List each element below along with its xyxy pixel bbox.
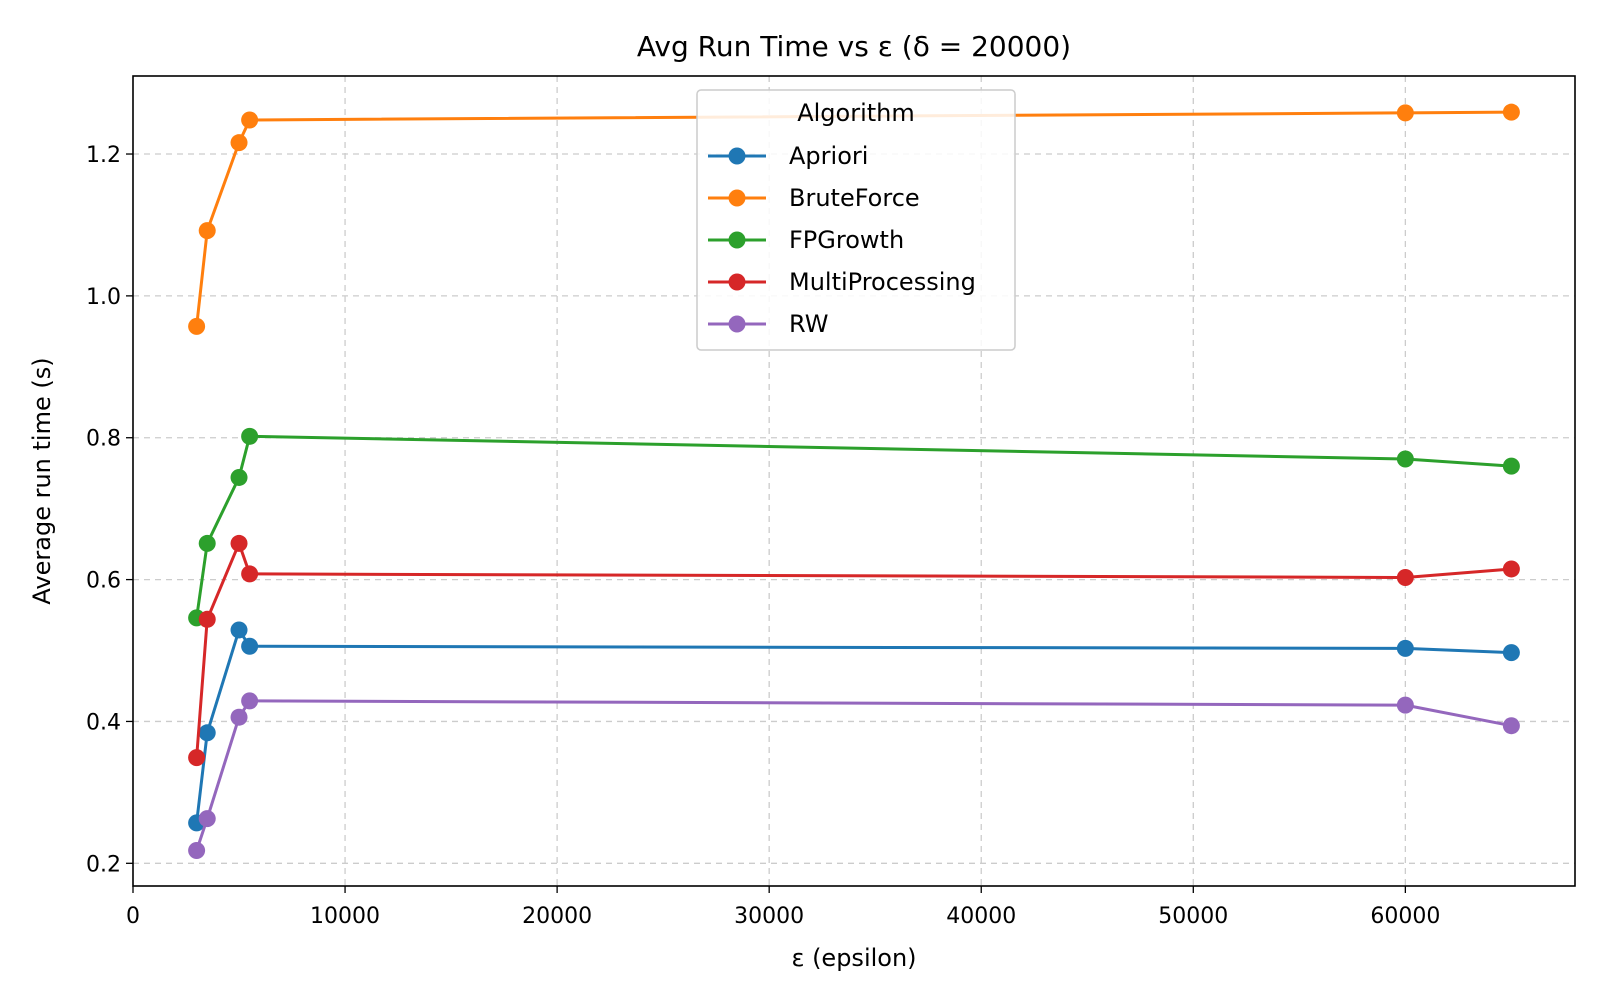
legend-marker	[728, 147, 746, 165]
data-point-multiprocessing	[230, 534, 248, 552]
data-point-multiprocessing	[188, 749, 206, 767]
data-point-apriori	[1396, 639, 1414, 657]
series-line-fpgrowth	[195, 434, 1512, 619]
y-tick-label: 1.0	[86, 285, 121, 310]
x-tick-label: 60000	[1370, 904, 1440, 929]
legend-item-rw: RW	[708, 310, 828, 338]
legend-label: Apriori	[789, 142, 868, 170]
y-tick-label: 0.4	[86, 710, 121, 735]
data-point-bruteforce	[1502, 103, 1520, 121]
x-tick-label: 10000	[310, 904, 380, 929]
data-point-apriori	[241, 637, 259, 655]
data-point-rw	[198, 810, 216, 828]
data-point-fpgrowth	[198, 534, 216, 552]
chart-title: Avg Run Time vs ε (δ = 20000)	[637, 30, 1071, 63]
data-point-multiprocessing	[1396, 568, 1414, 586]
series-line-bruteforce	[195, 110, 1512, 327]
legend-marker	[728, 315, 746, 333]
x-axis-label: ε (epsilon)	[791, 944, 916, 972]
data-point-multiprocessing	[198, 610, 216, 628]
y-axis-label: Average run time (s)	[28, 357, 56, 604]
data-point-bruteforce	[1396, 104, 1414, 122]
legend-label: FPGrowth	[789, 226, 904, 254]
legend-label: BruteForce	[789, 184, 920, 212]
series-line-rw	[195, 699, 1512, 852]
legend-marker	[728, 231, 746, 249]
legend-box	[696, 89, 1016, 351]
series-line-multiprocessing	[195, 541, 1512, 758]
data-point-bruteforce	[241, 111, 259, 129]
legend-items: Apriori BruteForce FPGrowth MultiProcessing…	[708, 142, 976, 338]
legend-label: RW	[789, 310, 828, 338]
legend: Algorithm Apriori BruteForce FPGrowth Multi…	[696, 89, 1016, 351]
legend-marker	[728, 273, 746, 291]
data-point-rw	[241, 692, 259, 710]
data-point-rw	[188, 842, 206, 860]
y-tick-label: 1.2	[86, 143, 121, 168]
plot-frame	[132, 75, 1576, 887]
data-point-bruteforce	[230, 134, 248, 152]
y-tick-label: 0.6	[86, 569, 121, 594]
legend-item-bruteforce: BruteForce	[708, 184, 920, 212]
legend-title: Algorithm	[797, 99, 915, 127]
series-apriori	[188, 621, 1520, 832]
legend-item-fpgrowth: FPGrowth	[708, 226, 904, 254]
x-tick-label: 40000	[946, 904, 1016, 929]
data-point-bruteforce	[198, 222, 216, 240]
data-point-apriori	[1502, 644, 1520, 662]
legend-label: MultiProcessing	[789, 268, 976, 296]
legend-marker	[728, 189, 746, 207]
data-point-rw	[1502, 717, 1520, 735]
data-point-fpgrowth	[230, 468, 248, 486]
series-rw	[188, 692, 1520, 860]
legend-item-apriori: Apriori	[708, 142, 868, 170]
data-point-fpgrowth	[241, 427, 259, 445]
x-axis: 0 10000 20000 30000 40000 50000 60000	[126, 886, 1440, 929]
data-point-rw	[230, 708, 248, 726]
y-tick-label: 0.2	[86, 852, 121, 877]
data-point-apriori	[198, 724, 216, 742]
data-point-apriori	[230, 621, 248, 639]
series-fpgrowth	[188, 427, 1520, 627]
data-point-fpgrowth	[1396, 450, 1414, 468]
y-tick-label: 0.8	[86, 427, 121, 452]
series-bruteforce	[188, 103, 1520, 335]
data-point-fpgrowth	[1502, 457, 1520, 475]
series-line-apriori	[195, 628, 1512, 824]
x-tick-label: 20000	[522, 904, 592, 929]
x-tick-label: 0	[126, 904, 140, 929]
data-point-multiprocessing	[241, 565, 259, 583]
data-point-rw	[1396, 696, 1414, 714]
data-point-multiprocessing	[1502, 560, 1520, 578]
x-tick-label: 50000	[1158, 904, 1228, 929]
y-axis: 0.2 0.4 0.6 0.8 1.0 1.2	[86, 143, 133, 877]
legend-item-multiprocessing: MultiProcessing	[708, 268, 976, 296]
data-point-bruteforce	[188, 317, 206, 335]
series-layer	[188, 103, 1520, 860]
x-tick-label: 30000	[734, 904, 804, 929]
series-multiprocessing	[188, 534, 1520, 767]
